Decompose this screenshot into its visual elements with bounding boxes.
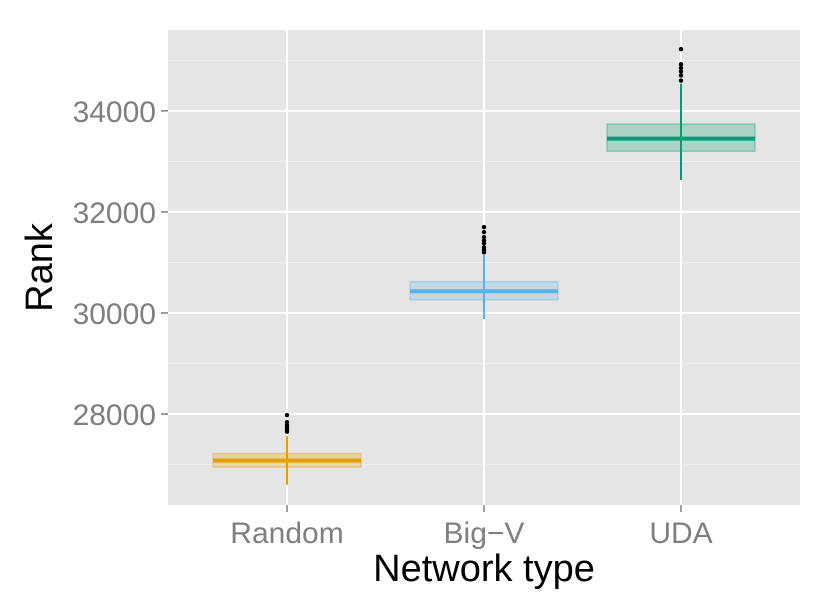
outlier-point bbox=[481, 234, 487, 240]
outlier-point bbox=[481, 238, 487, 243]
box-2 bbox=[606, 47, 756, 181]
y-tick-label: 34000 bbox=[73, 96, 156, 129]
y-tick-label: 32000 bbox=[73, 197, 156, 230]
outlier-point bbox=[481, 245, 487, 250]
outlier-point bbox=[678, 62, 684, 67]
boxes-layer bbox=[212, 47, 756, 485]
x-tick-label: Random bbox=[230, 517, 343, 550]
outlier-point bbox=[284, 412, 290, 418]
outlier-point bbox=[678, 69, 684, 74]
outlier-point bbox=[284, 419, 290, 425]
x-tick-label: Big−V bbox=[444, 517, 525, 550]
outlier-point bbox=[678, 65, 684, 71]
y-tick-label: 28000 bbox=[73, 399, 156, 432]
x-axis-title: Network type bbox=[373, 548, 595, 590]
y-tick-label: 30000 bbox=[73, 298, 156, 331]
x-tick-label: UDA bbox=[649, 517, 712, 550]
y-axis-title: Rank bbox=[19, 222, 61, 312]
box-0 bbox=[212, 412, 362, 485]
outlier-point bbox=[481, 229, 487, 235]
outlier-point bbox=[284, 422, 290, 428]
box-1 bbox=[409, 224, 559, 320]
x-axis-ticks: Random Big−V UDA bbox=[230, 505, 713, 550]
outlier-point bbox=[678, 47, 684, 52]
outlier-point bbox=[481, 224, 487, 230]
y-axis-ticks: 28000 30000 32000 34000 bbox=[73, 96, 168, 432]
outlier-point bbox=[678, 78, 684, 83]
outlier-point bbox=[678, 73, 684, 78]
